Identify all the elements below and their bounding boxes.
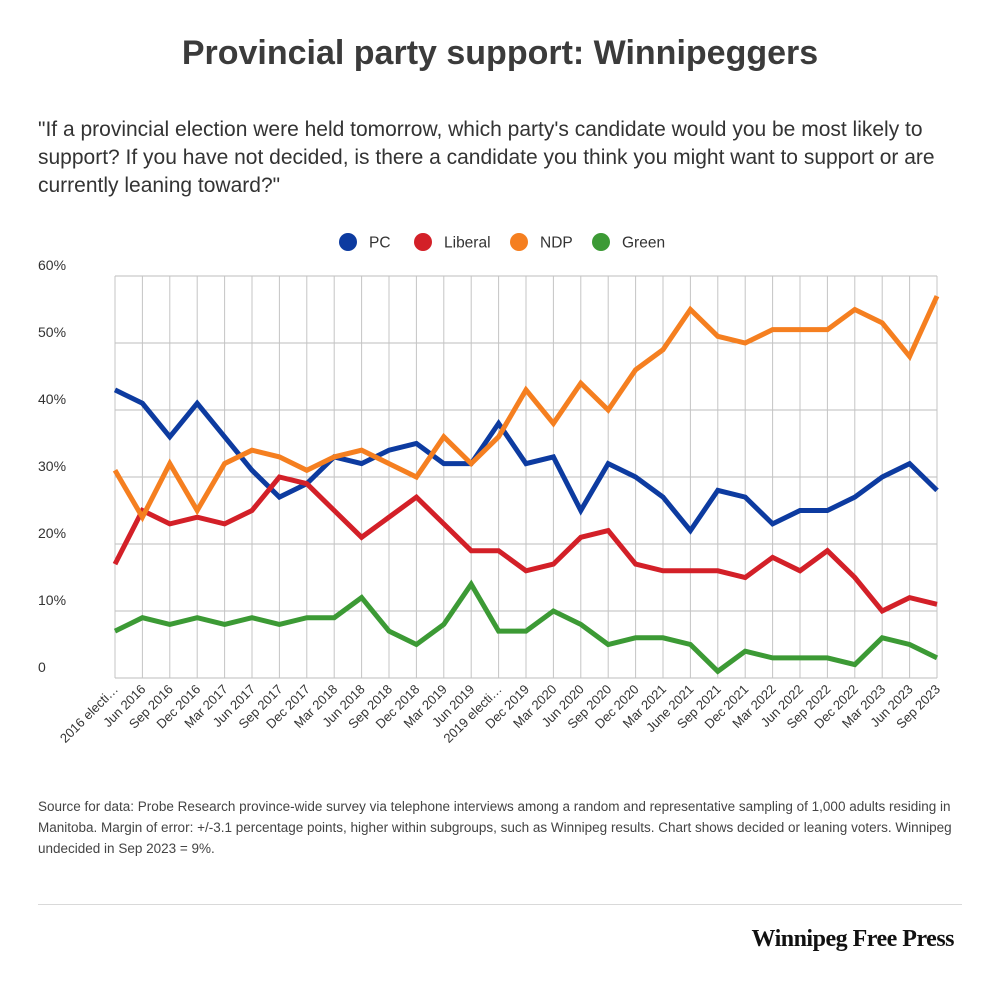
line-chart: 010%20%30%40%50%60%2016 electi…Jun 2016S… xyxy=(38,233,943,746)
series-line-ndp xyxy=(112,295,940,523)
y-tick-label: 50% xyxy=(38,324,66,340)
legend-label-pc: PC xyxy=(369,235,391,252)
y-tick-label: 60% xyxy=(38,257,66,273)
y-tick-label: 10% xyxy=(38,592,66,608)
chart-title: Provincial party support: Winnipeggers xyxy=(181,34,819,72)
legend-marker-ndp xyxy=(510,233,528,251)
legend-label-green: Green xyxy=(622,235,665,252)
legend-label-liberal: Liberal xyxy=(444,235,491,252)
legend-marker-pc xyxy=(339,233,357,251)
source-note: Source for data: Probe Research province… xyxy=(38,799,952,856)
footer-divider xyxy=(38,904,962,905)
legend-label-ndp: NDP xyxy=(540,235,573,252)
y-tick-label: 0 xyxy=(38,659,46,675)
series-line-liberal xyxy=(112,474,938,615)
y-tick-label: 20% xyxy=(38,525,66,541)
series-line-pc xyxy=(113,387,939,535)
y-tick-label: 30% xyxy=(38,458,66,474)
legend-marker-liberal xyxy=(414,233,432,251)
y-tick-label: 40% xyxy=(38,391,66,407)
legend-marker-green xyxy=(592,233,610,251)
chart-subtitle: "If a provincial election were held tomo… xyxy=(38,118,935,197)
legend: PC Liberal NDP Green xyxy=(339,233,665,252)
series-line-green xyxy=(113,579,939,675)
brand-logo: Winnipeg Free Press xyxy=(751,926,955,952)
